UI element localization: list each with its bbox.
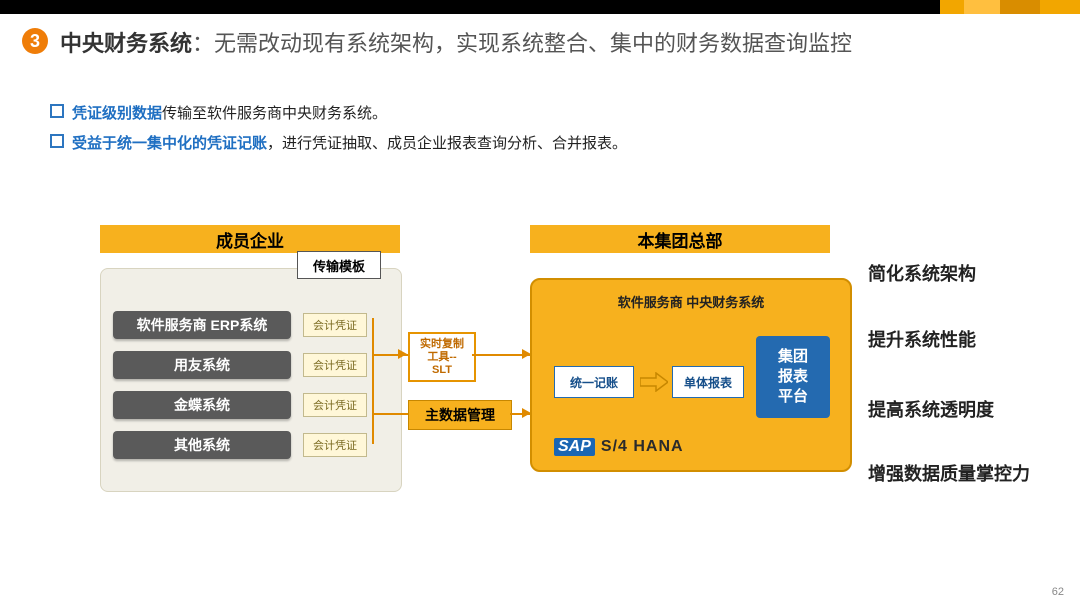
voucher-tag: 会计凭证 — [303, 433, 367, 457]
slt-box: 实时复制 工具-- SLT — [408, 332, 476, 382]
system-row: 其他系统会计凭证 — [113, 431, 367, 459]
bullet-1: 凭证级别数据传输至软件服务商中央财务系统。 — [50, 100, 627, 128]
top-bar-accent-3 — [964, 0, 1000, 14]
arrow-right-icon — [398, 349, 407, 359]
voucher-tag: 会计凭证 — [303, 353, 367, 377]
slide: 3 中央财务系统：无需改动现有系统架构，实现系统整合、集中的财务数据查询监控 凭… — [0, 0, 1080, 608]
top-bar-accent-2 — [1000, 0, 1040, 14]
bullet-list: 凭证级别数据传输至软件服务商中央财务系统。 受益于统一集中化的凭证记账，进行凭证… — [50, 100, 627, 160]
voucher-tag: 会计凭证 — [303, 393, 367, 417]
bullet-square-icon — [50, 104, 64, 118]
benefit-item: 增强数据质量掌控力 — [868, 460, 1068, 486]
slt-line1: 实时复制 — [420, 338, 464, 351]
left-column-header: 成员企业 — [100, 225, 400, 253]
bullet-1-rest: 传输至软件服务商中央财务系统。 — [162, 105, 387, 122]
system-row: 金蝶系统会计凭证 — [113, 391, 367, 419]
hq-panel-subtitle: 软件服务商 中央财务系统 — [532, 292, 850, 311]
system-row: 软件服务商 ERP系统会计凭证 — [113, 311, 367, 339]
slt-line3: SLT — [432, 364, 452, 377]
group-report-platform-box: 集团报表平台 — [756, 336, 830, 418]
entity-report-box: 单体报表 — [672, 366, 744, 398]
benefit-item: 提高系统透明度 — [868, 396, 1068, 422]
slide-title-emphasis: 中央财务系统 — [60, 31, 192, 56]
bullet-2-rest: ，进行凭证抽取、成员企业报表查询分析、合并报表。 — [267, 135, 627, 152]
bullet-2: 受益于统一集中化的凭证记账，进行凭证抽取、成员企业报表查询分析、合并报表。 — [50, 130, 627, 158]
benefit-item: 提升系统性能 — [868, 326, 1068, 352]
system-box: 其他系统 — [113, 431, 291, 459]
system-box: 软件服务商 ERP系统 — [113, 311, 291, 339]
member-systems-panel: 传输模板 软件服务商 ERP系统会计凭证用友系统会计凭证金蝶系统会计凭证其他系统… — [100, 268, 402, 492]
bullet-1-head: 凭证级别数据 — [72, 105, 162, 122]
bullet-square-icon — [50, 134, 64, 148]
system-box: 金蝶系统 — [113, 391, 291, 419]
connector-line — [372, 318, 374, 444]
system-box: 用友系统 — [113, 351, 291, 379]
slide-title-rest: ：无需改动现有系统架构，实现系统整合、集中的财务数据查询监控 — [192, 31, 852, 56]
top-bar — [0, 0, 1080, 14]
slt-line2: 工具-- — [427, 351, 456, 364]
sap-brand: SAP S/4 HANA — [554, 438, 684, 456]
transfer-template-label: 传输模板 — [297, 251, 381, 279]
right-column-header: 本集团总部 — [530, 225, 830, 253]
sap-logo: SAP — [554, 438, 595, 456]
benefit-item: 简化系统架构 — [868, 260, 1068, 286]
system-row: 用友系统会计凭证 — [113, 351, 367, 379]
bullet-2-head: 受益于统一集中化的凭证记账 — [72, 135, 267, 152]
section-number-badge: 3 — [22, 28, 48, 54]
page-number: 62 — [1052, 586, 1064, 598]
sap-product: S/4 HANA — [601, 438, 684, 455]
hq-panel: 软件服务商 中央财务系统 统一记账 单体报表 集团报表平台 SAP S/4 HAN… — [530, 278, 852, 472]
slide-title: 中央财务系统：无需改动现有系统架构，实现系统整合、集中的财务数据查询监控 — [60, 26, 852, 58]
voucher-tag: 会计凭证 — [303, 313, 367, 337]
master-data-mgmt-box: 主数据管理 — [408, 400, 512, 430]
connector-line — [372, 413, 408, 415]
unified-posting-box: 统一记账 — [554, 366, 634, 398]
arrow-right-icon — [640, 372, 668, 392]
